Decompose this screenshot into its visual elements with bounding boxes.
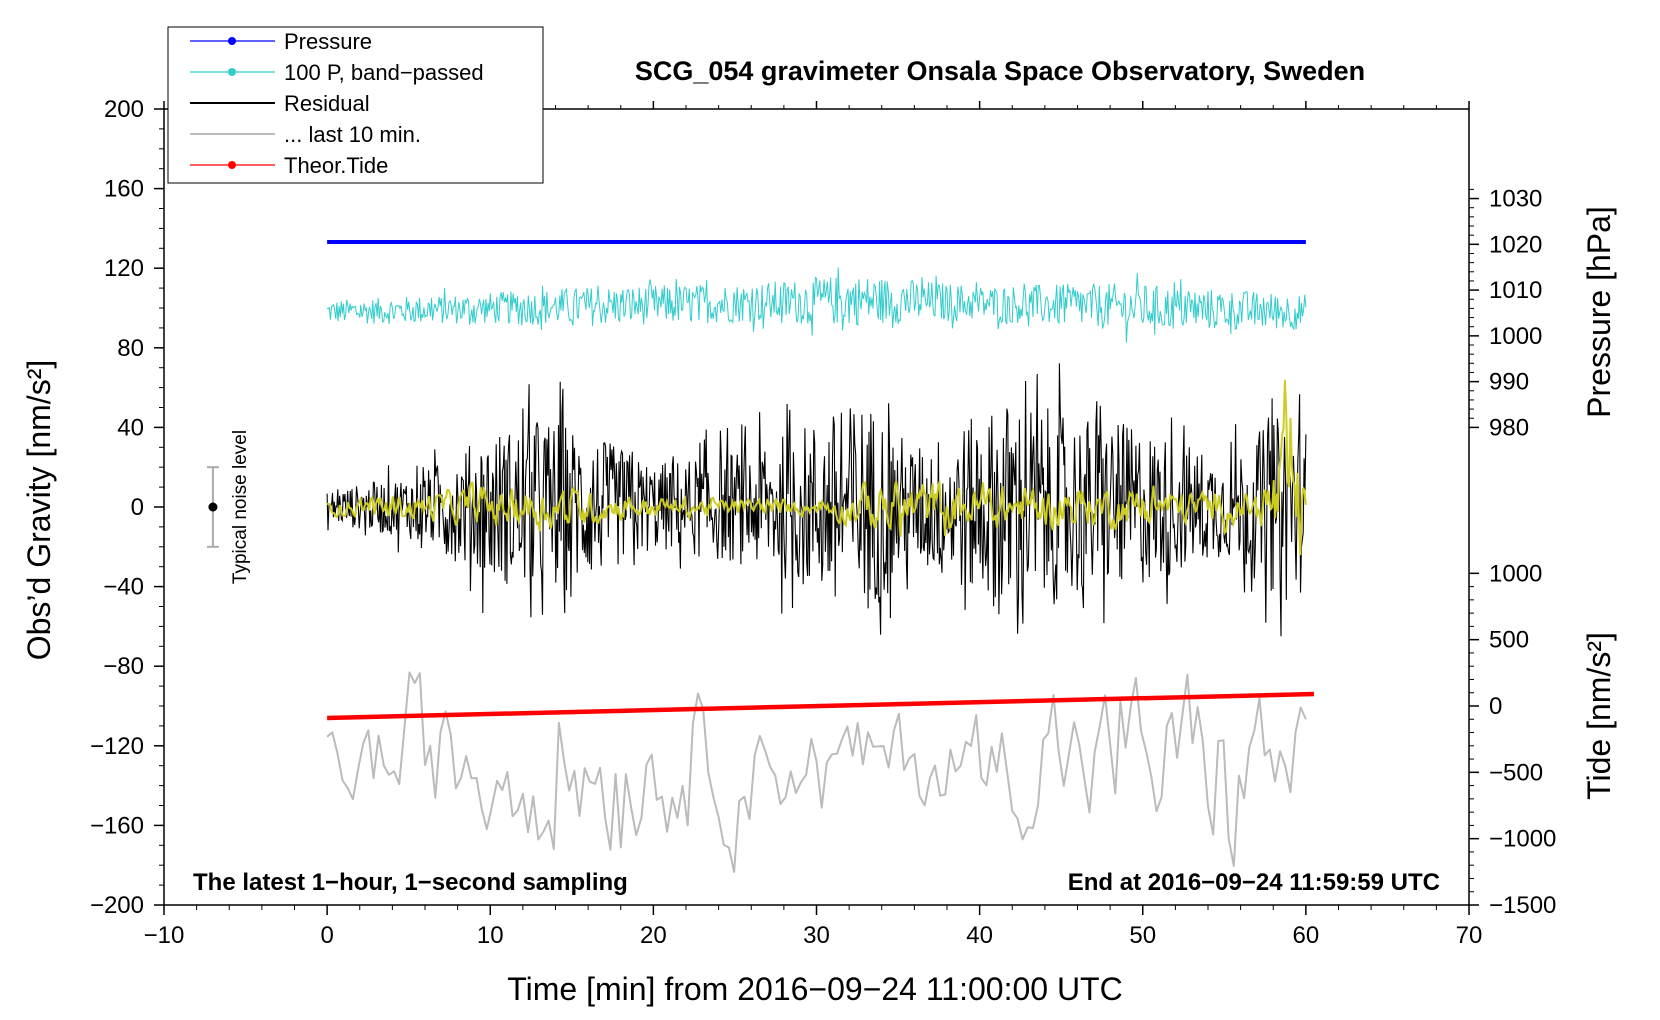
y-axis-pressure: 980 990 1000 1010 1020 1030 bbox=[1469, 186, 1542, 441]
tide-tick-label: −500 bbox=[1489, 759, 1543, 786]
pressure-tick-label: 980 bbox=[1489, 414, 1529, 441]
series-theor-tide bbox=[327, 691, 1315, 721]
x-axis: −10 0 10 20 30 40 50 60 70 bbox=[144, 101, 1483, 949]
x-tick-label: 60 bbox=[1293, 922, 1320, 949]
legend-marker bbox=[228, 37, 236, 45]
pressure-tick-label: 1000 bbox=[1489, 323, 1542, 350]
y-axis-left-title: Obs’d Gravity [nm/s²] bbox=[21, 360, 57, 661]
y-tick-label: −160 bbox=[90, 812, 144, 839]
y-axis-pressure-title: Pressure [hPa] bbox=[1581, 206, 1617, 418]
tide-tick-label: 500 bbox=[1489, 627, 1529, 654]
y-axis-tide: −1500 −1000 −500 0 500 1000 bbox=[1469, 560, 1556, 919]
y-tick-label: 160 bbox=[104, 176, 144, 203]
x-tick-label: 0 bbox=[320, 922, 333, 949]
legend-marker bbox=[228, 68, 236, 76]
legend-label: ... last 10 min. bbox=[284, 122, 421, 147]
legend-box bbox=[167, 26, 544, 184]
series-filtered-residual bbox=[326, 379, 1307, 556]
x-tick-label: 10 bbox=[477, 922, 504, 949]
annotation-left: The latest 1−hour, 1−second sampling bbox=[193, 869, 628, 896]
pressure-tick-label: 1020 bbox=[1489, 231, 1542, 258]
x-tick-label: −10 bbox=[144, 922, 185, 949]
pressure-tick-label: 1010 bbox=[1489, 277, 1542, 304]
series-last-10-min bbox=[326, 671, 1307, 873]
noise-center-dot bbox=[208, 502, 218, 512]
tide-tick-label: 0 bbox=[1489, 693, 1502, 720]
x-tick-label: 50 bbox=[1129, 922, 1156, 949]
series-residual bbox=[326, 363, 1307, 637]
legend-label: Theor.Tide bbox=[284, 153, 388, 178]
tide-tick-label: −1000 bbox=[1489, 826, 1556, 853]
noise-marker: Typical noise level bbox=[206, 430, 251, 584]
y-tick-label: 120 bbox=[104, 255, 144, 282]
x-tick-label: 70 bbox=[1456, 922, 1483, 949]
tide-tick-label: 1000 bbox=[1489, 560, 1542, 587]
legend: Pressure 100 P, band−passed Residual ... la… bbox=[167, 26, 544, 184]
y-tick-label: −200 bbox=[90, 892, 144, 919]
series-layer bbox=[326, 240, 1315, 873]
y-tick-label: −40 bbox=[103, 574, 144, 601]
tide-tick-label: −1500 bbox=[1489, 892, 1556, 919]
y-tick-label: 80 bbox=[117, 335, 144, 362]
legend-marker bbox=[228, 161, 236, 169]
y-tick-label: −120 bbox=[90, 733, 144, 760]
pressure-tick-label: 1030 bbox=[1489, 186, 1542, 213]
legend-label: Residual bbox=[284, 91, 370, 116]
noise-marker-label: Typical noise level bbox=[230, 430, 251, 584]
y-axis-left: −200 −160 −120 −80 −40 0 40 80 120 160 200 bbox=[90, 96, 164, 919]
pressure-tick-label: 990 bbox=[1489, 369, 1529, 396]
series-100-p-band-passed bbox=[326, 267, 1307, 343]
x-axis-title: Time [min] from 2016−09−24 11:00:00 UTC bbox=[507, 971, 1122, 1007]
legend-label: Pressure bbox=[284, 29, 372, 54]
y-axis-tide-title: Tide [nm/s²] bbox=[1581, 632, 1617, 800]
x-tick-label: 40 bbox=[966, 922, 993, 949]
y-tick-label: 40 bbox=[117, 414, 144, 441]
x-tick-label: 30 bbox=[803, 922, 830, 949]
chart-title: SCG_054 gravimeter Onsala Space Observat… bbox=[635, 56, 1365, 86]
y-tick-label: 200 bbox=[104, 96, 144, 123]
y-tick-label: 0 bbox=[131, 494, 144, 521]
y-tick-label: −80 bbox=[103, 653, 144, 680]
annotation-right: End at 2016−09−24 11:59:59 UTC bbox=[1068, 869, 1440, 896]
x-tick-label: 20 bbox=[640, 922, 667, 949]
legend-label: 100 P, band−passed bbox=[284, 60, 484, 85]
